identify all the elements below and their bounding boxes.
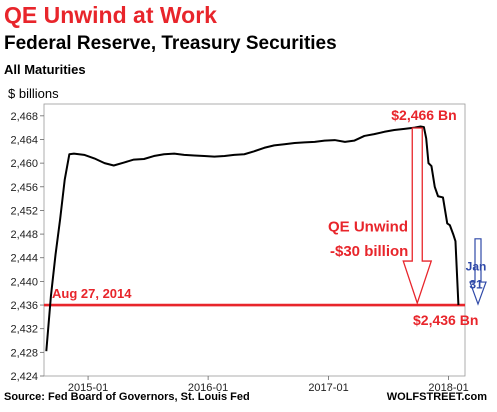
peak-label-bg [387,106,460,124]
jan-31-arrow [469,238,487,306]
y-tick-label: 2,452 [10,205,38,217]
x-tick-label: 2016-01 [188,382,228,394]
qe-unwind-label: QE Unwind [328,219,408,236]
x-tick-label: 2017-01 [308,382,348,394]
y-tick-label: 2,448 [10,229,38,241]
x-axis-ticks: 2015-01 2016-01 2017-01 2018-01 [68,376,469,394]
peak-value-label: $2,466 Bn [391,107,456,123]
jan-day-label: 31 [469,277,483,291]
qe-unwind-arrow [402,127,433,306]
unwind-amount-label: -$30 billion [330,243,408,260]
y-axis-ticks: 2,424 2,428 2,432 2,436 2,440 2,444 2,448 2,452… [10,111,44,383]
maturities-label: All Maturities [4,62,86,77]
brand-label: WOLFSTREET.com [386,391,487,403]
jan-label: Jan [466,260,487,274]
y-axis-unit-label: $ billions [8,86,59,101]
y-tick-label: 2,432 [10,324,38,336]
y-tick-label: 2,436 [10,300,38,312]
y-tick-label: 2,444 [10,253,38,265]
page-title: QE Unwind at Work [4,2,217,28]
x-tick-label: 2015-01 [68,382,108,394]
plot-frame [43,103,466,377]
y-tick-label: 2,464 [10,134,38,146]
chart-subtitle: Federal Reserve, Treasury Securities [4,33,337,54]
y-tick-label: 2,468 [10,111,38,123]
y-tick-label: 2,440 [10,276,38,288]
start-date-label: Aug 27, 2014 [52,286,132,301]
annotation-arrows [402,127,487,306]
y-tick-label: 2,424 [10,371,38,383]
plot-border [43,103,466,377]
y-tick-label: 2,460 [10,158,38,170]
x-tick-label: 2018-01 [428,382,468,394]
annotation-labels: $2,466 Bn Aug 27, 2014 QE Unwind -$30 billi… [52,106,486,328]
series-line [45,125,460,352]
source-note: Source: Fed Board of Governors, St. Loui… [4,391,250,403]
y-tick-label: 2,428 [10,347,38,359]
y-tick-label: 2,456 [10,182,38,194]
series-group [45,125,460,352]
end-value-label: $2,436 Bn [413,312,478,328]
